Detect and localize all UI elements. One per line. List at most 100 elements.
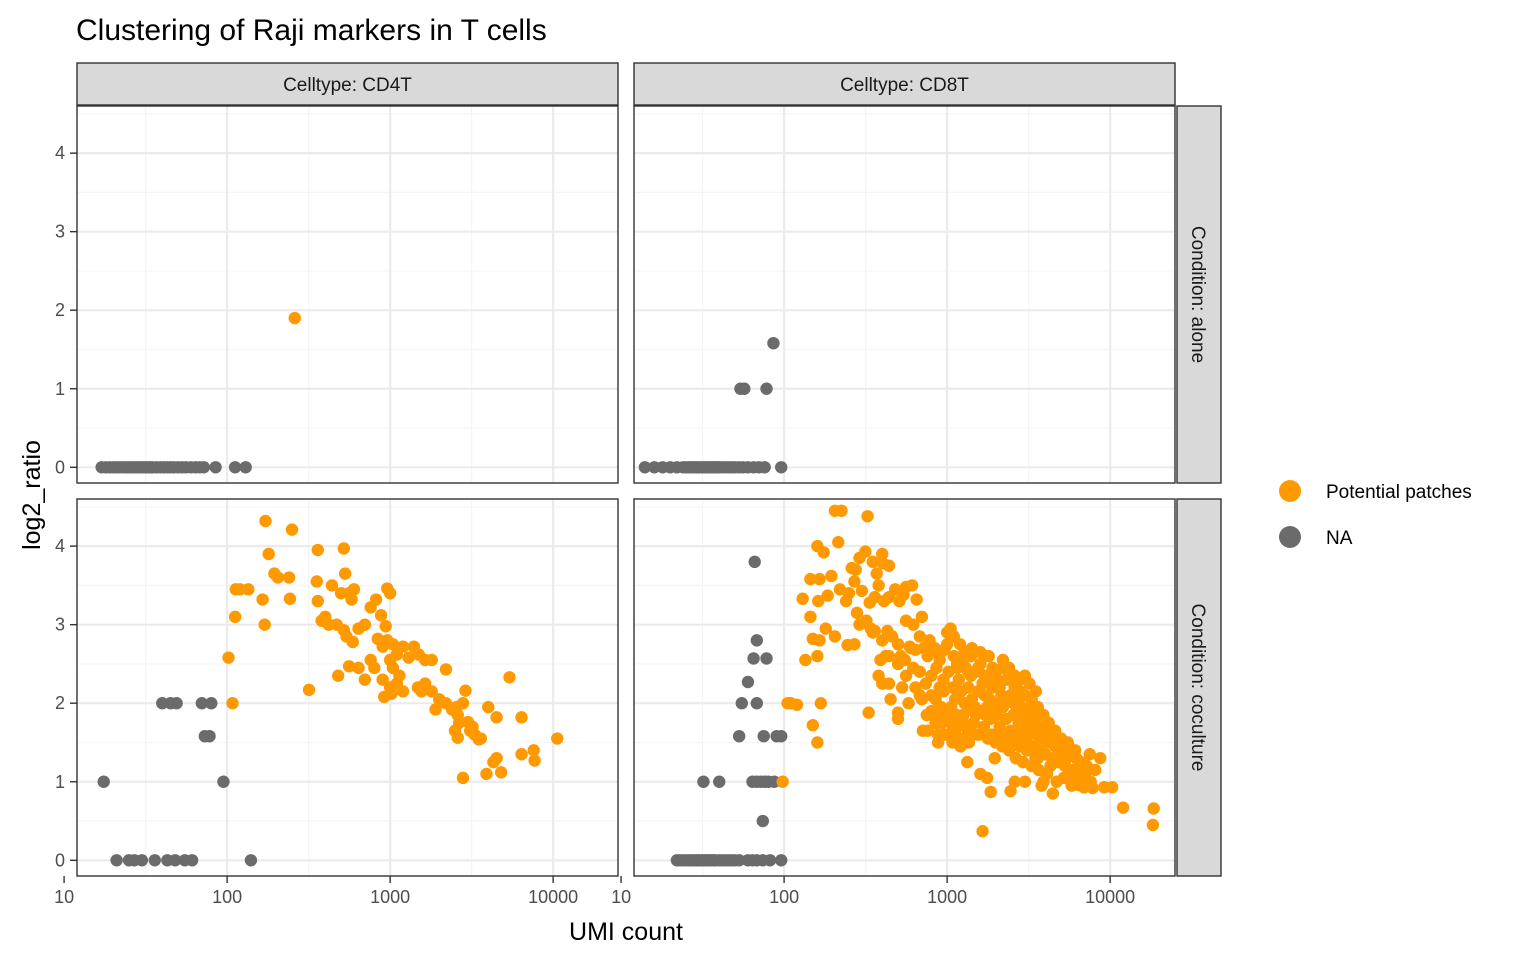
point-potential-patch <box>920 708 933 722</box>
point-na <box>713 775 726 788</box>
point-potential-patch <box>1089 763 1102 777</box>
point-potential-patch <box>376 673 389 686</box>
point-potential-patch <box>925 689 938 702</box>
point-na <box>767 336 780 350</box>
point-potential-patch <box>839 594 853 608</box>
point-na <box>732 729 746 743</box>
point-potential-patch <box>503 671 516 684</box>
y-tick-label: 2 <box>55 693 65 713</box>
point-potential-patch <box>474 732 488 745</box>
panel-border <box>633 498 1176 877</box>
panel-background <box>77 106 618 483</box>
point-potential-patch <box>494 766 508 779</box>
point-potential-patch <box>1106 781 1119 794</box>
point-potential-patch <box>796 592 809 605</box>
point-potential-patch <box>480 767 493 781</box>
point-potential-patch <box>870 567 883 580</box>
facet-strip-col <box>76 62 619 106</box>
panels-layer <box>76 105 1176 877</box>
point-potential-patch <box>861 510 874 523</box>
point-na <box>217 775 230 788</box>
point-na <box>775 854 788 867</box>
point-potential-patch <box>1065 779 1078 792</box>
point-potential-patch <box>916 724 930 737</box>
point-potential-patch <box>1008 775 1021 788</box>
point-potential-patch <box>921 649 934 663</box>
facet-label-col: Celltype: CD8T <box>840 75 969 96</box>
point-potential-patch <box>1094 751 1107 765</box>
point-potential-patch <box>1035 779 1048 792</box>
point-potential-patch <box>1047 736 1060 749</box>
point-potential-patch <box>811 649 824 663</box>
point-potential-patch <box>899 669 913 682</box>
point-potential-patch <box>1021 728 1034 741</box>
point-na <box>775 729 788 743</box>
x-tick-label: 1000 <box>927 887 967 907</box>
x-tick-label: 100 <box>769 887 799 907</box>
point-potential-patch <box>952 673 966 686</box>
point-potential-patch <box>338 567 352 580</box>
point-potential-patch <box>379 620 392 633</box>
x-tick-label: 100 <box>212 887 242 907</box>
point-potential-patch <box>222 651 235 664</box>
point-potential-patch <box>342 660 356 673</box>
point-potential-patch <box>1004 784 1017 798</box>
point-potential-patch <box>402 651 415 664</box>
point-potential-patch <box>804 610 817 624</box>
point-potential-patch <box>346 635 359 649</box>
point-potential-patch <box>311 594 324 608</box>
point-potential-patch <box>256 593 269 606</box>
point-na <box>638 461 652 474</box>
point-na <box>244 854 258 867</box>
point-potential-patch <box>811 736 824 749</box>
point-potential-patch <box>874 653 887 667</box>
point-na <box>168 854 182 867</box>
y-axis-title: log2_ratio <box>18 440 46 550</box>
facet-label-row: Condition: alone <box>1187 226 1208 363</box>
point-potential-patch <box>933 653 946 667</box>
point-potential-patch <box>904 642 918 655</box>
facet-label-row: Condition: coculture <box>1187 604 1208 772</box>
point-na <box>756 814 769 828</box>
point-potential-patch <box>806 719 820 732</box>
point-potential-patch <box>999 673 1013 686</box>
point-potential-patch <box>515 748 528 761</box>
point-na <box>239 461 252 474</box>
point-potential-patch <box>482 700 495 714</box>
point-potential-patch <box>866 555 879 569</box>
panel-border <box>76 498 619 877</box>
panel-background <box>77 499 618 876</box>
x-axis-title: UMI count <box>569 918 683 946</box>
point-potential-patch <box>974 645 987 659</box>
point-potential-patch <box>383 587 397 600</box>
point-na <box>738 382 751 395</box>
point-potential-patch <box>1044 759 1057 773</box>
point-potential-patch <box>884 693 897 706</box>
point-potential-patch <box>812 594 825 608</box>
point-potential-patch <box>228 610 242 624</box>
point-potential-patch <box>1018 775 1032 788</box>
points <box>95 311 301 474</box>
point-potential-patch <box>1020 744 1033 757</box>
point-potential-patch <box>950 653 964 667</box>
point-potential-patch <box>396 685 410 698</box>
point-potential-patch <box>913 630 927 643</box>
point-na <box>732 854 746 867</box>
point-potential-patch <box>881 624 894 638</box>
point-na <box>760 382 773 395</box>
point-potential-patch <box>1009 685 1023 698</box>
point-na <box>135 854 149 867</box>
point-potential-patch <box>866 626 879 639</box>
point-potential-patch <box>242 583 255 596</box>
point-potential-patch <box>817 546 830 559</box>
point-potential-patch <box>490 711 503 724</box>
point-potential-patch <box>450 700 463 714</box>
point-potential-patch <box>905 579 919 592</box>
point-potential-patch <box>288 311 301 325</box>
point-potential-patch <box>310 575 323 588</box>
point-potential-patch <box>425 685 438 698</box>
point-potential-patch <box>1068 744 1082 757</box>
point-na <box>750 697 764 710</box>
point-potential-patch <box>804 572 817 586</box>
